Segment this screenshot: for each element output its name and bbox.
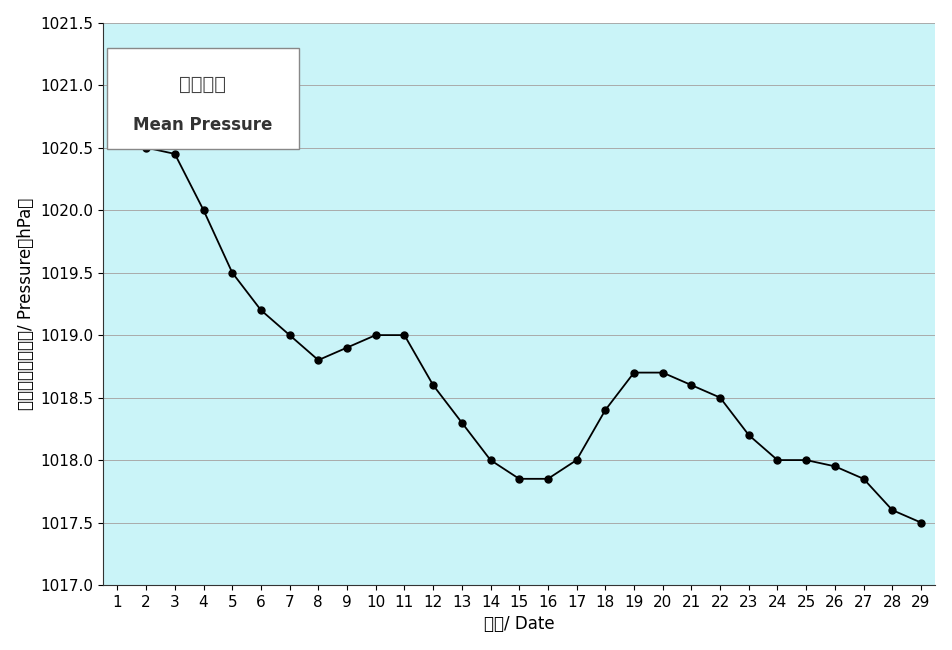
X-axis label: 日期/ Date: 日期/ Date [484, 616, 554, 633]
Text: Mean Pressure: Mean Pressure [133, 116, 272, 135]
Y-axis label: 氣壓（百帕斯卡）/ Pressure（hPa）: 氣壓（百帕斯卡）/ Pressure（hPa） [17, 198, 34, 410]
Text: 平均氣壓: 平均氣壓 [179, 75, 227, 94]
FancyBboxPatch shape [108, 48, 299, 150]
